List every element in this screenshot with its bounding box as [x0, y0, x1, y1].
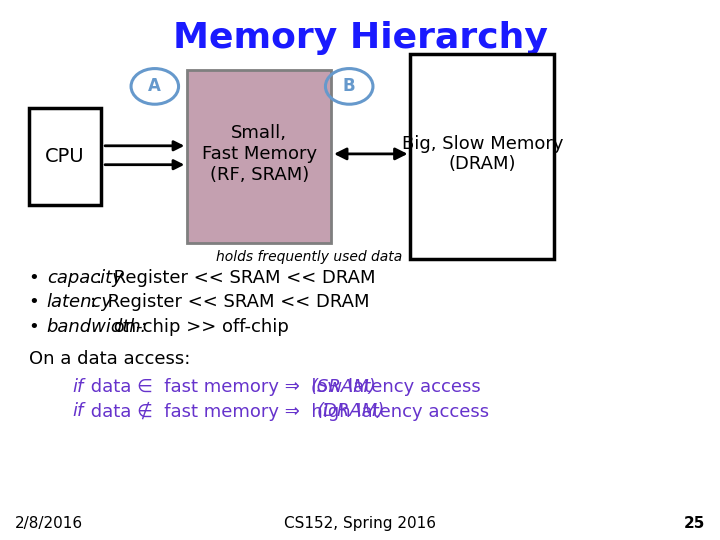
- Text: (SRAM): (SRAM): [311, 378, 377, 396]
- Text: (DRAM): (DRAM): [316, 402, 384, 421]
- Text: holds frequently used data: holds frequently used data: [216, 249, 402, 264]
- Text: B: B: [343, 77, 356, 96]
- Text: CS152, Spring 2016: CS152, Spring 2016: [284, 516, 436, 531]
- Text: :  Register << SRAM << DRAM: : Register << SRAM << DRAM: [89, 293, 369, 312]
- Text: data ∈  fast memory ⇒  low latency access: data ∈ fast memory ⇒ low latency access: [85, 378, 487, 396]
- Text: :  Register << SRAM << DRAM: : Register << SRAM << DRAM: [96, 269, 375, 287]
- FancyBboxPatch shape: [187, 70, 331, 243]
- Text: latency: latency: [47, 293, 113, 312]
- Text: •: •: [29, 269, 45, 287]
- Text: bandwidth:: bandwidth:: [47, 318, 148, 336]
- Text: data ∉  fast memory ⇒  high latency access: data ∉ fast memory ⇒ high latency access: [85, 402, 495, 421]
- FancyBboxPatch shape: [410, 54, 554, 259]
- Text: capacity: capacity: [47, 269, 122, 287]
- Text: A: A: [148, 77, 161, 96]
- Text: 2/8/2016: 2/8/2016: [14, 516, 83, 531]
- Text: Memory Hierarchy: Memory Hierarchy: [173, 21, 547, 55]
- Text: CPU: CPU: [45, 147, 85, 166]
- Text: on-chip >> off-chip: on-chip >> off-chip: [108, 318, 289, 336]
- Text: if: if: [72, 402, 84, 421]
- FancyBboxPatch shape: [29, 108, 101, 205]
- Text: if: if: [72, 378, 84, 396]
- Text: Big, Slow Memory
(DRAM): Big, Slow Memory (DRAM): [402, 134, 563, 173]
- Text: On a data access:: On a data access:: [29, 350, 190, 368]
- Text: 25: 25: [684, 516, 706, 531]
- Text: Small,
Fast Memory
(RF, SRAM): Small, Fast Memory (RF, SRAM): [202, 124, 317, 184]
- Text: •: •: [29, 318, 45, 336]
- Text: •: •: [29, 293, 45, 312]
